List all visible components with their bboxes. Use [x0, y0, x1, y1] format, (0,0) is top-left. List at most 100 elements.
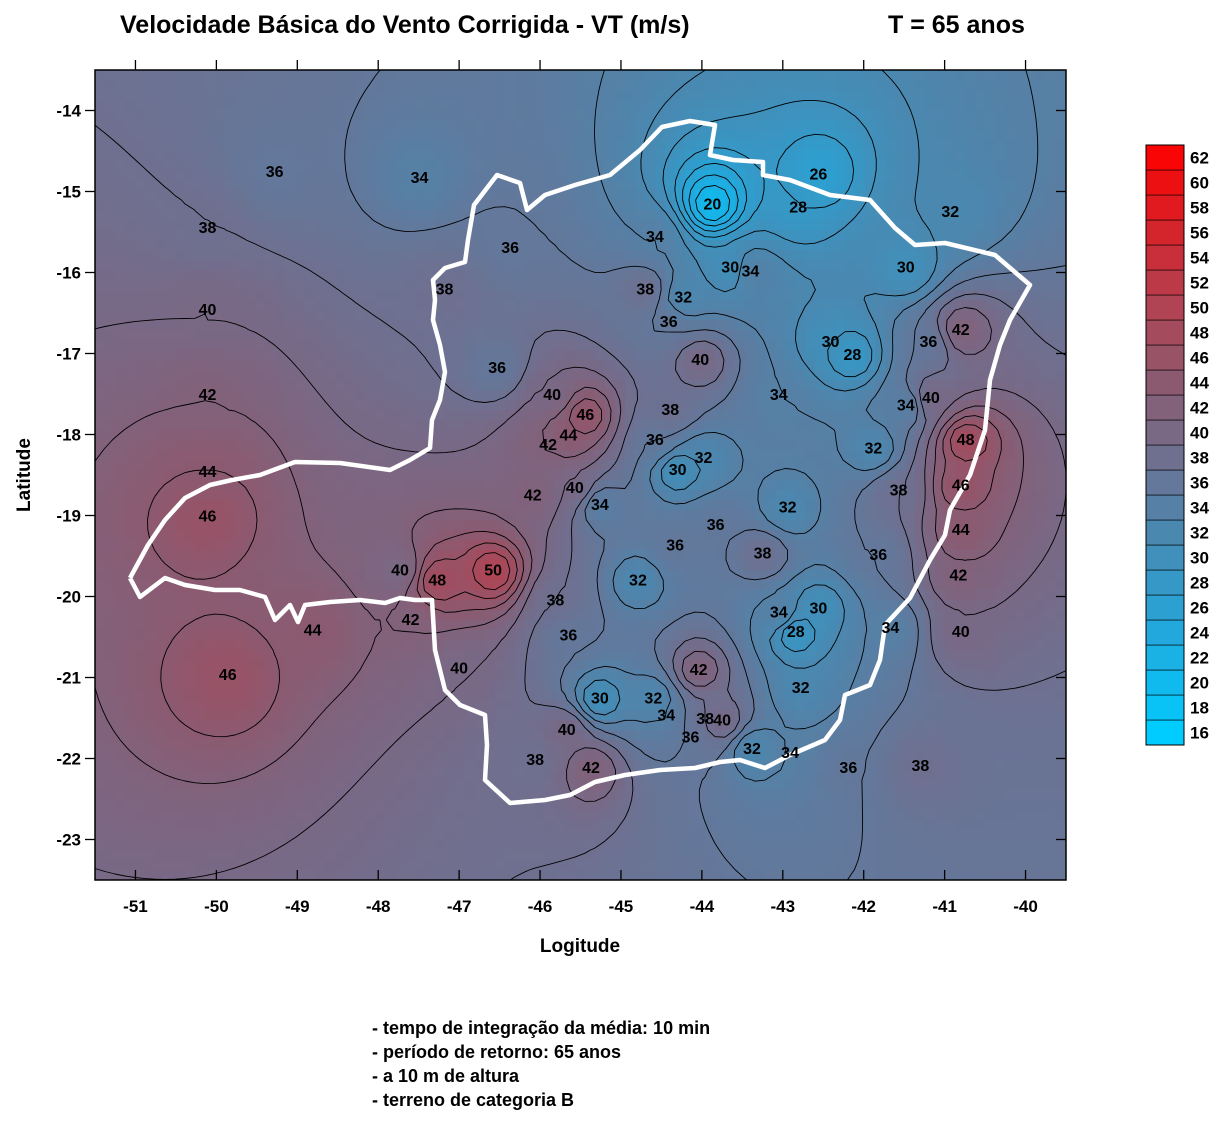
field-cell	[145, 610, 156, 621]
field-cell	[705, 70, 716, 81]
field-cell	[545, 480, 556, 491]
field-cell	[325, 610, 336, 621]
field-cell	[675, 850, 686, 861]
field-cell	[545, 200, 556, 211]
field-cell	[395, 540, 406, 551]
field-cell	[195, 860, 206, 871]
field-cell	[275, 500, 286, 511]
field-cell	[395, 790, 406, 801]
field-cell	[455, 180, 466, 191]
field-cell	[295, 540, 306, 551]
field-cell	[115, 460, 126, 471]
field-cell	[315, 140, 326, 151]
field-cell	[125, 280, 136, 291]
field-cell	[215, 590, 226, 601]
field-cell	[135, 840, 146, 851]
field-cell	[365, 810, 376, 821]
field-cell	[165, 250, 176, 261]
field-cell	[595, 560, 606, 571]
field-cell	[185, 150, 196, 161]
field-cell	[95, 800, 106, 811]
field-cell	[575, 840, 586, 851]
field-cell	[95, 760, 106, 771]
field-cell	[395, 500, 406, 511]
chart-subtitle: T = 65 anos	[888, 11, 1025, 39]
field-cell	[695, 200, 706, 211]
field-cell	[155, 570, 166, 581]
field-cell	[115, 440, 126, 451]
field-cell	[675, 180, 686, 191]
field-cell	[275, 730, 286, 741]
field-cell	[615, 500, 626, 511]
field-cell	[565, 200, 576, 211]
field-cell	[275, 200, 286, 211]
field-cell	[115, 360, 126, 371]
field-cell	[435, 370, 446, 381]
field-cell	[425, 190, 436, 201]
field-cell	[185, 520, 196, 531]
field-cell	[205, 820, 216, 831]
field-cell	[195, 190, 206, 201]
field-cell	[195, 670, 206, 681]
field-cell	[105, 830, 116, 841]
field-cell	[595, 690, 606, 701]
field-cell	[515, 500, 526, 511]
field-cell	[525, 420, 536, 431]
field-cell	[605, 260, 616, 271]
field-cell	[325, 800, 336, 811]
field-cell	[295, 740, 306, 751]
field-cell	[235, 550, 246, 561]
field-cell	[385, 770, 396, 781]
field-cell	[505, 530, 516, 541]
field-cell	[505, 490, 516, 501]
field-cell	[565, 220, 576, 231]
field-cell	[665, 310, 676, 321]
field-cell	[615, 470, 626, 481]
field-cell	[275, 360, 286, 371]
field-cell	[635, 530, 646, 541]
field-cell	[155, 450, 166, 461]
field-cell	[695, 370, 706, 381]
field-cell	[305, 360, 316, 371]
field-cell	[455, 400, 466, 411]
field-cell	[695, 180, 706, 191]
field-cell	[445, 490, 456, 501]
field-cell	[235, 370, 246, 381]
field-cell	[585, 480, 596, 491]
field-cell	[405, 120, 416, 131]
field-cell	[395, 370, 406, 381]
field-cell	[415, 760, 426, 771]
field-cell	[555, 710, 566, 721]
field-cell	[305, 570, 316, 581]
field-cell	[395, 390, 406, 401]
field-cell	[535, 700, 546, 711]
field-cell	[355, 710, 366, 721]
field-cell	[165, 720, 176, 731]
field-cell	[335, 710, 346, 721]
field-cell	[415, 190, 426, 201]
field-cell	[545, 250, 556, 261]
field-cell	[315, 150, 326, 161]
field-cell	[135, 140, 146, 151]
field-cell	[445, 700, 456, 711]
field-cell	[635, 220, 646, 231]
field-cell	[685, 750, 696, 761]
field-cell	[575, 360, 586, 371]
field-cell	[175, 570, 186, 581]
field-cell	[155, 280, 166, 291]
field-cell	[635, 290, 646, 301]
field-cell	[605, 160, 616, 171]
field-cell	[705, 330, 716, 341]
field-cell	[695, 720, 706, 731]
field-cell	[245, 290, 256, 301]
field-cell	[455, 650, 466, 661]
field-cell	[385, 550, 396, 561]
field-cell	[95, 620, 106, 631]
field-cell	[185, 410, 196, 421]
field-cell	[675, 840, 686, 851]
field-cell	[575, 450, 586, 461]
field-cell	[605, 230, 616, 241]
field-cell	[385, 730, 396, 741]
field-cell	[695, 470, 706, 481]
field-cell	[235, 580, 246, 591]
